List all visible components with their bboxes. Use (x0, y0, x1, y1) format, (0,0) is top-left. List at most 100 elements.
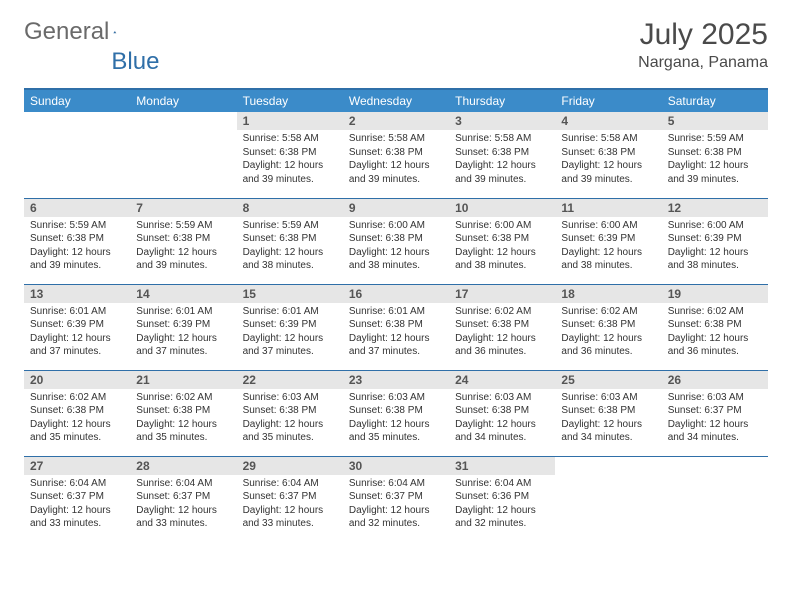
sunset-text: Sunset: 6:38 PM (30, 232, 124, 246)
daylight-text: Daylight: 12 hours and 36 minutes. (561, 332, 655, 359)
month-title: July 2025 (638, 18, 768, 52)
week-row: 6Sunrise: 5:59 AMSunset: 6:38 PMDaylight… (24, 198, 768, 284)
day-details: Sunrise: 6:02 AMSunset: 6:38 PMDaylight:… (555, 303, 661, 363)
day-number: 1 (237, 112, 343, 130)
day-number: 15 (237, 285, 343, 303)
daylight-text: Daylight: 12 hours and 34 minutes. (668, 418, 762, 445)
daylight-text: Daylight: 12 hours and 33 minutes. (243, 504, 337, 531)
sunset-text: Sunset: 6:38 PM (668, 146, 762, 160)
day-number: 29 (237, 457, 343, 475)
day-details: Sunrise: 6:04 AMSunset: 6:36 PMDaylight:… (449, 475, 555, 535)
location: Nargana, Panama (638, 54, 768, 72)
day-details: Sunrise: 5:58 AMSunset: 6:38 PMDaylight:… (449, 130, 555, 190)
sunrise-text: Sunrise: 6:00 AM (561, 219, 655, 233)
week-row: 27Sunrise: 6:04 AMSunset: 6:37 PMDayligh… (24, 456, 768, 542)
sunrise-text: Sunrise: 6:01 AM (349, 305, 443, 319)
day-details: Sunrise: 6:02 AMSunset: 6:38 PMDaylight:… (662, 303, 768, 363)
title-block: July 2025 Nargana, Panama (638, 18, 768, 72)
week-row: 1Sunrise: 5:58 AMSunset: 6:38 PMDaylight… (24, 112, 768, 198)
daylight-text: Daylight: 12 hours and 35 minutes. (349, 418, 443, 445)
sunset-text: Sunset: 6:38 PM (668, 318, 762, 332)
day-number: 10 (449, 199, 555, 217)
day-cell: 13Sunrise: 6:01 AMSunset: 6:39 PMDayligh… (24, 284, 130, 370)
day-number: 11 (555, 199, 661, 217)
day-cell: 19Sunrise: 6:02 AMSunset: 6:38 PMDayligh… (662, 284, 768, 370)
day-cell: 16Sunrise: 6:01 AMSunset: 6:38 PMDayligh… (343, 284, 449, 370)
sunrise-text: Sunrise: 6:03 AM (243, 391, 337, 405)
sunset-text: Sunset: 6:38 PM (455, 146, 549, 160)
sunset-text: Sunset: 6:39 PM (136, 318, 230, 332)
sunrise-text: Sunrise: 6:00 AM (455, 219, 549, 233)
col-friday: Friday (555, 89, 661, 112)
daylight-text: Daylight: 12 hours and 38 minutes. (668, 246, 762, 273)
day-cell: 1Sunrise: 5:58 AMSunset: 6:38 PMDaylight… (237, 112, 343, 198)
sunrise-text: Sunrise: 5:58 AM (455, 132, 549, 146)
sunrise-text: Sunrise: 5:59 AM (243, 219, 337, 233)
daylight-text: Daylight: 12 hours and 39 minutes. (668, 159, 762, 186)
sunrise-text: Sunrise: 6:04 AM (455, 477, 549, 491)
day-number: 9 (343, 199, 449, 217)
col-wednesday: Wednesday (343, 89, 449, 112)
daylight-text: Daylight: 12 hours and 34 minutes. (561, 418, 655, 445)
day-cell (24, 112, 130, 198)
day-number: 14 (130, 285, 236, 303)
day-cell: 27Sunrise: 6:04 AMSunset: 6:37 PMDayligh… (24, 456, 130, 542)
daylight-text: Daylight: 12 hours and 39 minutes. (243, 159, 337, 186)
day-number: 2 (343, 112, 449, 130)
day-cell: 18Sunrise: 6:02 AMSunset: 6:38 PMDayligh… (555, 284, 661, 370)
sunrise-text: Sunrise: 6:04 AM (136, 477, 230, 491)
day-number: 3 (449, 112, 555, 130)
sunset-text: Sunset: 6:39 PM (30, 318, 124, 332)
day-details: Sunrise: 6:03 AMSunset: 6:38 PMDaylight:… (449, 389, 555, 449)
sunrise-text: Sunrise: 5:58 AM (349, 132, 443, 146)
day-number: 12 (662, 199, 768, 217)
week-row: 20Sunrise: 6:02 AMSunset: 6:38 PMDayligh… (24, 370, 768, 456)
sunrise-text: Sunrise: 6:01 AM (136, 305, 230, 319)
day-cell: 2Sunrise: 5:58 AMSunset: 6:38 PMDaylight… (343, 112, 449, 198)
daylight-text: Daylight: 12 hours and 38 minutes. (349, 246, 443, 273)
day-cell: 8Sunrise: 5:59 AMSunset: 6:38 PMDaylight… (237, 198, 343, 284)
day-cell: 12Sunrise: 6:00 AMSunset: 6:39 PMDayligh… (662, 198, 768, 284)
sunset-text: Sunset: 6:38 PM (455, 232, 549, 246)
daylight-text: Daylight: 12 hours and 32 minutes. (455, 504, 549, 531)
sunrise-text: Sunrise: 6:00 AM (668, 219, 762, 233)
day-number: 6 (24, 199, 130, 217)
daylight-text: Daylight: 12 hours and 37 minutes. (30, 332, 124, 359)
day-number: 7 (130, 199, 236, 217)
day-details: Sunrise: 6:00 AMSunset: 6:39 PMDaylight:… (662, 217, 768, 277)
day-details: Sunrise: 6:02 AMSunset: 6:38 PMDaylight:… (130, 389, 236, 449)
sunrise-text: Sunrise: 6:04 AM (243, 477, 337, 491)
day-details: Sunrise: 6:00 AMSunset: 6:38 PMDaylight:… (343, 217, 449, 277)
sunset-text: Sunset: 6:38 PM (561, 146, 655, 160)
day-details: Sunrise: 6:03 AMSunset: 6:37 PMDaylight:… (662, 389, 768, 449)
col-saturday: Saturday (662, 89, 768, 112)
day-cell: 15Sunrise: 6:01 AMSunset: 6:39 PMDayligh… (237, 284, 343, 370)
day-cell: 24Sunrise: 6:03 AMSunset: 6:38 PMDayligh… (449, 370, 555, 456)
day-number: 16 (343, 285, 449, 303)
sunrise-text: Sunrise: 6:03 AM (668, 391, 762, 405)
sunrise-text: Sunrise: 6:03 AM (349, 391, 443, 405)
day-details: Sunrise: 6:01 AMSunset: 6:39 PMDaylight:… (24, 303, 130, 363)
day-cell: 30Sunrise: 6:04 AMSunset: 6:37 PMDayligh… (343, 456, 449, 542)
sunset-text: Sunset: 6:37 PM (243, 490, 337, 504)
day-details: Sunrise: 6:01 AMSunset: 6:39 PMDaylight:… (237, 303, 343, 363)
daylight-text: Daylight: 12 hours and 39 minutes. (136, 246, 230, 273)
daylight-text: Daylight: 12 hours and 35 minutes. (136, 418, 230, 445)
day-details: Sunrise: 6:02 AMSunset: 6:38 PMDaylight:… (24, 389, 130, 449)
sunset-text: Sunset: 6:38 PM (561, 404, 655, 418)
day-cell: 7Sunrise: 5:59 AMSunset: 6:38 PMDaylight… (130, 198, 236, 284)
daylight-text: Daylight: 12 hours and 37 minutes. (136, 332, 230, 359)
sunrise-text: Sunrise: 6:02 AM (668, 305, 762, 319)
sunset-text: Sunset: 6:38 PM (349, 232, 443, 246)
daylight-text: Daylight: 12 hours and 34 minutes. (455, 418, 549, 445)
day-details: Sunrise: 6:00 AMSunset: 6:39 PMDaylight:… (555, 217, 661, 277)
logo-text-blue: Blue (111, 48, 159, 76)
day-cell: 11Sunrise: 6:00 AMSunset: 6:39 PMDayligh… (555, 198, 661, 284)
sunrise-text: Sunrise: 6:01 AM (30, 305, 124, 319)
daylight-text: Daylight: 12 hours and 39 minutes. (561, 159, 655, 186)
day-number: 23 (343, 371, 449, 389)
daylight-text: Daylight: 12 hours and 36 minutes. (668, 332, 762, 359)
sunset-text: Sunset: 6:36 PM (455, 490, 549, 504)
day-details: Sunrise: 6:04 AMSunset: 6:37 PMDaylight:… (237, 475, 343, 535)
sunrise-text: Sunrise: 6:02 AM (561, 305, 655, 319)
